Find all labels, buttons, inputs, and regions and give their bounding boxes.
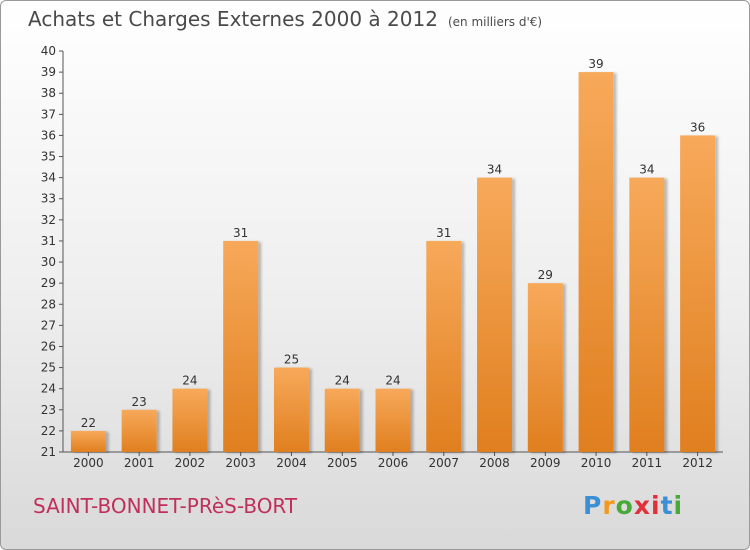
x-tick-label: 2001 [124, 456, 155, 470]
bar-2001 [121, 409, 157, 452]
x-tick-label: 2002 [175, 456, 206, 470]
y-tick-label: 25 [41, 361, 56, 375]
value-label-2002: 24 [182, 374, 197, 388]
value-label-2000: 22 [81, 416, 96, 430]
x-tick-label: 2011 [632, 456, 663, 470]
bar-2011 [629, 177, 665, 452]
value-label-2009: 29 [538, 268, 553, 282]
x-tick-label: 2009 [530, 456, 561, 470]
logo-letter: P [583, 491, 603, 520]
chart-title: Achats et Charges Externes 2000 à 2012 (e… [28, 7, 542, 31]
y-tick-label: 26 [41, 339, 56, 353]
y-tick-label: 30 [41, 255, 56, 269]
x-tick-label: 2003 [225, 456, 256, 470]
x-tick-label: 2012 [682, 456, 713, 470]
y-tick-label: 36 [41, 128, 56, 142]
logo-letter: o [615, 491, 634, 520]
x-tick-label: 2005 [327, 456, 358, 470]
bar-2003 [223, 240, 259, 452]
y-tick-label: 32 [41, 213, 56, 227]
value-label-2012: 36 [690, 120, 705, 134]
x-tick-label: 2004 [276, 456, 307, 470]
y-tick-label: 35 [41, 150, 56, 164]
value-label-2006: 24 [385, 374, 400, 388]
y-tick-label: 21 [41, 445, 56, 459]
y-tick-label: 28 [41, 297, 56, 311]
x-tick-label: 2007 [428, 456, 459, 470]
y-tick-label: 23 [41, 403, 56, 417]
bar-2006 [375, 388, 411, 452]
bar-2002 [172, 388, 208, 452]
logo-letter: i [673, 491, 684, 520]
logo-letter: t [660, 491, 674, 520]
axes: 21 22 23 24 25 26 27 28 29 30 31 32 33 34 35 36 37 38 39 40… [41, 44, 723, 470]
value-label-2008: 34 [487, 163, 502, 177]
y-tick-label: 31 [41, 234, 56, 248]
value-label-2005: 24 [335, 374, 350, 388]
value-labels: 22 23 24 31 25 24 24 31 34 29 39 34 36 [81, 57, 706, 430]
bar-2000 [70, 430, 106, 452]
chart-title-text: Achats et Charges Externes 2000 à 2012 [28, 7, 438, 31]
proxiti-logo: Proxiti [583, 491, 683, 520]
bars [70, 72, 716, 453]
bar-2009 [527, 283, 563, 452]
value-label-2004: 25 [284, 353, 299, 367]
logo-letter: x [633, 491, 651, 520]
bar-2010 [578, 72, 614, 453]
value-label-2001: 23 [132, 395, 147, 409]
y-tick-label: 22 [41, 424, 56, 438]
bar-2007 [426, 240, 462, 452]
y-tick-label: 38 [41, 86, 56, 100]
x-tick-label: 2008 [479, 456, 510, 470]
bar-2012 [680, 135, 716, 452]
chart-unit: (en milliers d'€) [447, 15, 543, 29]
bar-2004 [273, 367, 309, 452]
x-tick-label: 2000 [73, 456, 104, 470]
y-tick-label: 34 [41, 171, 56, 185]
y-tick-label: 40 [41, 44, 56, 58]
y-tick-label: 27 [41, 318, 56, 332]
bar-2005 [324, 388, 360, 452]
x-tick-label: 2010 [581, 456, 612, 470]
y-tick-label: 29 [41, 276, 56, 290]
value-label-2011: 34 [639, 163, 654, 177]
y-tick-label: 33 [41, 192, 56, 206]
logo-letter: i [651, 491, 661, 520]
value-label-2003: 31 [233, 226, 248, 240]
commune-name: SAINT-BONNET-PRèS-BORT [33, 494, 298, 518]
x-tick-label: 2006 [378, 456, 409, 470]
y-tick-label: 24 [41, 382, 56, 396]
y-tick-label: 37 [41, 107, 56, 121]
value-label-2007: 31 [436, 226, 451, 240]
y-tick-label: 39 [41, 65, 56, 79]
bar-2008 [477, 177, 513, 452]
value-label-2010: 39 [588, 57, 603, 71]
logo-letter: r [602, 491, 616, 520]
